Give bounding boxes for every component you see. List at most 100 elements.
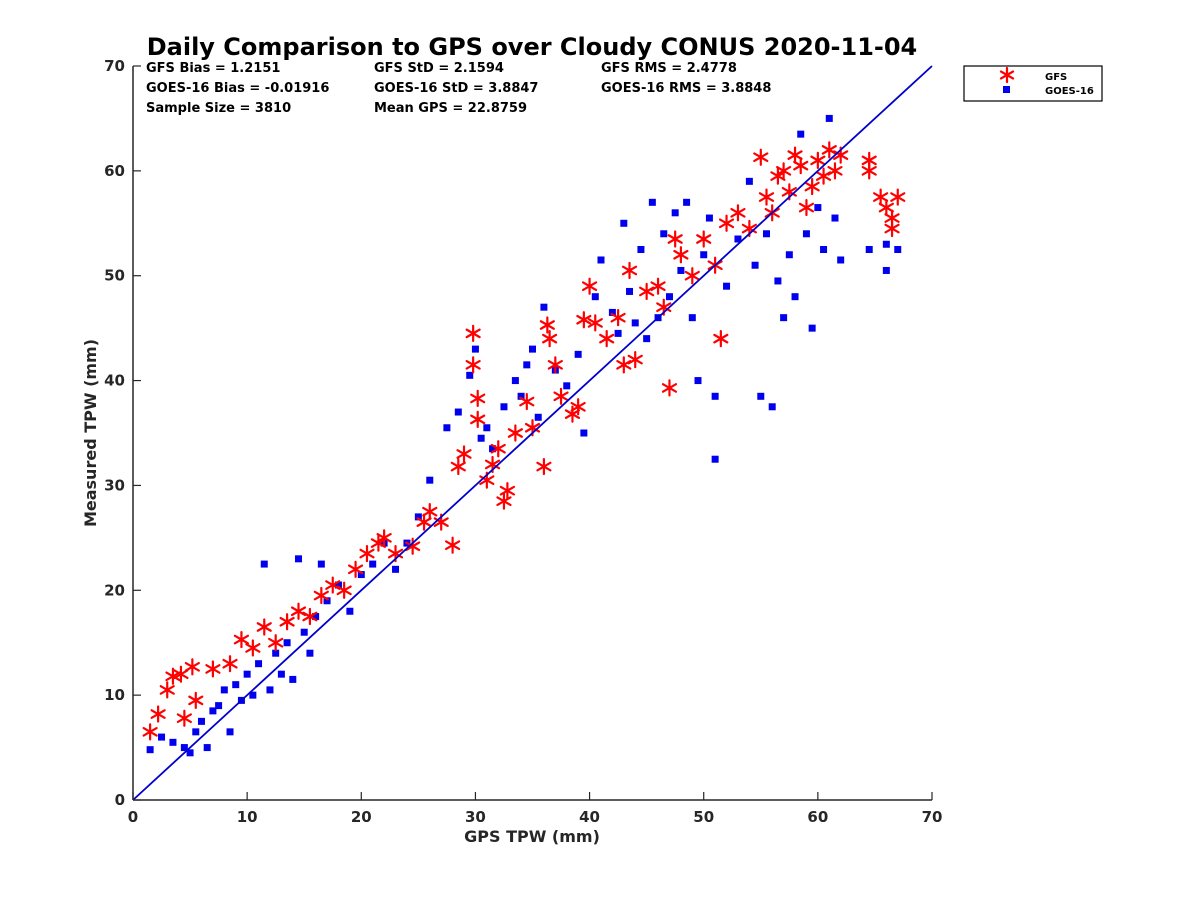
gfs-point [173, 665, 189, 683]
legend-gfs-marker [999, 66, 1015, 84]
gfs-point [599, 330, 615, 348]
gfs-point [587, 314, 603, 332]
goes-16-point [357, 571, 365, 579]
goes-16-point [243, 670, 251, 678]
goes-16-point [637, 246, 645, 253]
legend-box [963, 65, 1103, 102]
gfs-point [470, 389, 486, 407]
gfs-point [804, 177, 820, 196]
goes-16-point [882, 240, 890, 248]
gfs-point [570, 398, 586, 416]
gfs-point [450, 457, 466, 476]
goes-16-point [500, 403, 508, 411]
goes-16-point [825, 114, 833, 122]
legend: GFS GOES-16 [963, 65, 1103, 102]
gfs-point [359, 544, 375, 563]
gfs-point [347, 560, 364, 578]
goes-16-point [295, 555, 303, 563]
goes-16-point [414, 513, 422, 521]
goes-16-point [745, 177, 753, 185]
goes-16-point [837, 256, 845, 264]
y-tick-label: 30 [104, 476, 125, 494]
goes-16-point [483, 424, 491, 432]
y-axis-ticks: 0 10 20 30 40 50 60 70 [104, 57, 141, 809]
gfs-point [256, 618, 272, 636]
goes-16-point [631, 319, 639, 327]
goes-16-point [454, 408, 462, 416]
stat-mean-gps: Mean GPS = 22.8759 [374, 101, 527, 116]
goes-16-point [266, 686, 274, 694]
gfs-point [370, 534, 387, 552]
gfs-point [610, 309, 626, 327]
goes-16-point [306, 649, 314, 657]
gfs-point [713, 330, 729, 348]
gfs-point [890, 188, 906, 206]
x-tick-label: 40 [579, 808, 600, 826]
y-tick-label: 60 [104, 162, 125, 180]
gfs-point [422, 503, 438, 521]
gfs-point [222, 655, 238, 673]
goes-16-point [186, 749, 194, 757]
goes-16-point [734, 235, 742, 243]
goes-16-point [283, 639, 291, 647]
stat-sample-size: Sample Size = 3810 [146, 101, 291, 116]
goes-16-point [215, 702, 223, 710]
goes-16-point [700, 251, 708, 259]
gfs-point [150, 705, 166, 723]
gfs-point [405, 537, 421, 555]
goes-16-point [534, 413, 542, 421]
goes-16-point [814, 204, 822, 212]
goes-16-point [757, 392, 765, 400]
gfs-point [165, 667, 181, 685]
gfs-point [787, 146, 803, 164]
goes-16-point [797, 130, 805, 138]
gfs-point [279, 613, 295, 631]
gfs-point [576, 311, 592, 329]
goes-16-point [540, 303, 548, 311]
goes-16-point [688, 314, 696, 322]
gfs-point [793, 157, 809, 175]
goes-16-point [277, 670, 285, 678]
goes-16-point [158, 733, 166, 741]
goes-16-point [169, 738, 177, 746]
gfs-point [519, 392, 535, 411]
goes-16-point [608, 308, 616, 316]
legend-goes-16-marker [1003, 86, 1010, 93]
goes-16-point [614, 329, 622, 337]
goes-16-series [146, 114, 902, 757]
goes-16-point [762, 230, 770, 238]
gfs-point [730, 204, 746, 222]
gfs-point [861, 162, 877, 180]
gfs-point [827, 162, 843, 180]
goes-16-point [563, 382, 571, 390]
gfs-point [673, 246, 689, 264]
goes-16-point [751, 261, 759, 269]
axes: 0 10 20 30 40 50 60 70 0 10 20 30 40 50 60 70 [104, 57, 942, 826]
goes-16-point [626, 287, 634, 295]
gfs-point [470, 410, 486, 428]
gfs-point [696, 230, 712, 248]
gfs-point [188, 691, 204, 709]
goes-16-point [791, 293, 799, 301]
gfs-point [536, 457, 552, 476]
goes-16-point [255, 660, 263, 668]
gfs-point [667, 230, 683, 248]
goes-16-point [471, 345, 479, 353]
legend-goes-16-label: GOES-16 [1045, 86, 1094, 97]
gfs-point [245, 639, 261, 657]
gfs-point [205, 660, 221, 678]
goes-16-point [620, 219, 628, 227]
goes-16-point [466, 371, 474, 379]
goes-16-point [648, 198, 656, 206]
gfs-point [810, 151, 826, 169]
gfs-point [581, 277, 598, 295]
goes-16-point [209, 707, 217, 715]
x-tick-label: 50 [693, 808, 714, 826]
gfs-point [684, 267, 700, 285]
x-axis-ticks: 0 10 20 30 40 50 60 70 [128, 792, 942, 826]
goes-16-point [597, 256, 605, 264]
goes-16-point [517, 392, 525, 400]
goes-16-point [808, 324, 816, 332]
gfs-point [616, 356, 632, 374]
gfs-point [159, 681, 175, 699]
